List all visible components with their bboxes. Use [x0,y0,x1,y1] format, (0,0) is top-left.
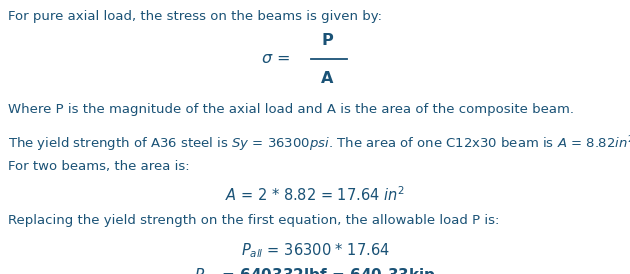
Text: For pure axial load, the stress on the beams is given by:: For pure axial load, the stress on the b… [8,10,382,23]
Text: $\mathbf{A}$: $\mathbf{A}$ [321,70,335,85]
Text: $\mathbf{P}$: $\mathbf{P}$ [321,32,334,48]
Text: Replacing the yield strength on the first equation, the allowable load P is:: Replacing the yield strength on the firs… [8,214,500,227]
Text: $\sigma\,=$: $\sigma\,=$ [261,52,291,66]
Text: Where P is the magnitude of the axial load and A is the area of the composite be: Where P is the magnitude of the axial lo… [8,103,574,116]
Text: The yield strength of A36 steel is $\mathit{Sy}$ = 36300$\mathit{psi}$. The area: The yield strength of A36 steel is $\mat… [8,134,630,154]
Text: $\mathit{A}$ = 2 $*$ 8.82 = 17.64 $\mathit{in}^{2}$: $\mathit{A}$ = 2 $*$ 8.82 = 17.64 $\math… [225,185,405,204]
Text: $\mathbf{\mathit{P}}_{\mathbf{\mathit{all}}}$ = 640332$\mathbf{lbf}$ = 640.33$\m: $\mathbf{\mathit{P}}_{\mathbf{\mathit{al… [194,266,436,274]
Text: $\mathit{P}_{all}$ = 36300 $*$ 17.64: $\mathit{P}_{all}$ = 36300 $*$ 17.64 [241,242,389,260]
Text: For two beams, the area is:: For two beams, the area is: [8,160,190,173]
